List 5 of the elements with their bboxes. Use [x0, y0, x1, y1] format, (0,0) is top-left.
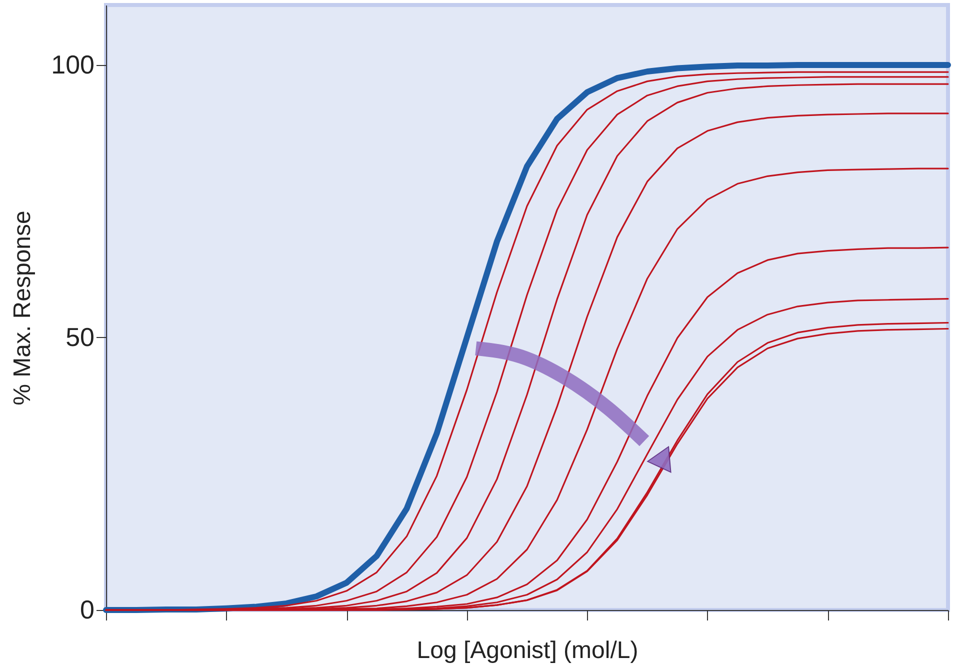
y-tick-label: 50: [66, 322, 94, 352]
x-axis-title: Log [Agonist] (mol/L): [416, 637, 638, 664]
y-axis-title: % Max. Response: [9, 210, 36, 406]
y-tick-label: 100: [51, 49, 94, 80]
y-tick-label: 0: [80, 594, 94, 624]
